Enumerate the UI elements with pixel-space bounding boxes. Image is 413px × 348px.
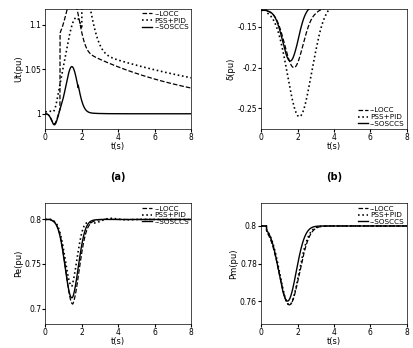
Y-axis label: Ut(pu): Ut(pu) — [14, 55, 23, 82]
Text: (a): (a) — [111, 172, 126, 182]
Y-axis label: δ(pu): δ(pu) — [227, 58, 236, 80]
X-axis label: t(s): t(s) — [327, 337, 341, 346]
Legend: --LOCC, PSS+PID, --SOSCCS: --LOCC, PSS+PID, --SOSCCS — [357, 205, 406, 226]
Y-axis label: Pm(pu): Pm(pu) — [230, 248, 239, 279]
Text: (b): (b) — [326, 172, 342, 182]
X-axis label: t(s): t(s) — [111, 337, 126, 346]
X-axis label: t(s): t(s) — [327, 142, 341, 151]
Legend: --LOCC, PSS+PID, --SOSCCS: --LOCC, PSS+PID, --SOSCCS — [357, 107, 406, 127]
Y-axis label: Pe(pu): Pe(pu) — [14, 250, 23, 277]
Legend: --LOCC, PSS+PID, --SOSCCS: --LOCC, PSS+PID, --SOSCCS — [142, 205, 190, 226]
Legend: --LOCC, PSS+PID, --SOSCCS: --LOCC, PSS+PID, --SOSCCS — [142, 10, 190, 31]
X-axis label: t(s): t(s) — [111, 142, 126, 151]
